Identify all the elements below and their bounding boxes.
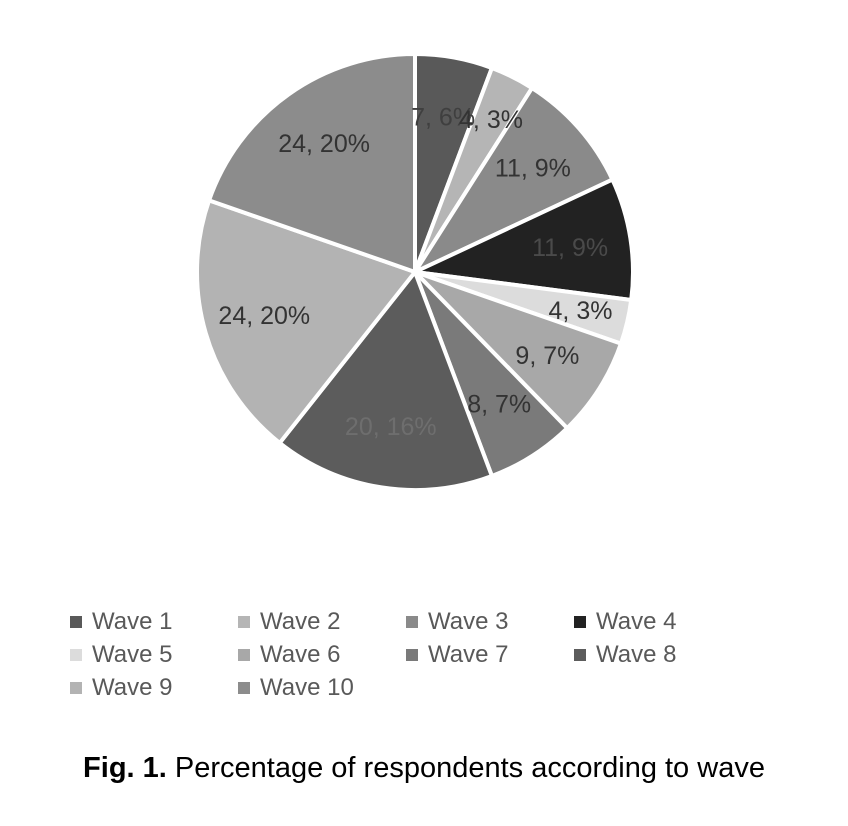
- data-label-wave-1: 7, 6%: [411, 104, 475, 132]
- pie-slice-wave-3: [413, 86, 615, 274]
- legend-label: Wave 8: [596, 640, 677, 668]
- data-label-wave-8: 20, 16%: [345, 413, 437, 441]
- legend-item-wave-7: Wave 7: [406, 639, 574, 670]
- legend-label: Wave 6: [260, 640, 341, 668]
- legend-swatch: [406, 615, 418, 628]
- legend-item-wave-5: Wave 5: [70, 639, 238, 670]
- legend-swatch: [238, 615, 250, 628]
- data-label-wave-6: 9, 7%: [515, 342, 579, 370]
- legend-item-wave-10: Wave 10: [238, 672, 406, 703]
- legend-label: Wave 10: [260, 673, 354, 701]
- legend-swatch: [238, 681, 250, 694]
- data-label-wave-5: 4, 3%: [549, 297, 613, 325]
- legend-swatch: [238, 648, 250, 661]
- legend-swatch: [574, 615, 586, 628]
- legend-label: Wave 4: [596, 607, 677, 635]
- legend: Wave 1 Wave 2 Wave 3 Wave 4 Wave 5 Wave 6 Wave…: [70, 606, 790, 703]
- legend-swatch: [70, 681, 82, 694]
- legend-label: Wave 9: [92, 673, 173, 701]
- legend-swatch: [574, 648, 586, 661]
- legend-swatch: [406, 648, 418, 661]
- caption-text: Percentage of respondents according to w…: [174, 752, 765, 784]
- legend-item-wave-8: Wave 8: [574, 639, 742, 670]
- legend-item-wave-2: Wave 2: [238, 606, 406, 637]
- legend-item-wave-9: Wave 9: [70, 672, 238, 703]
- data-label-wave-9: 24, 20%: [218, 302, 310, 330]
- legend-item-wave-3: Wave 3: [406, 606, 574, 637]
- data-label-wave-2: 4, 3%: [459, 106, 523, 134]
- pie-slice-wave-4: [413, 177, 635, 302]
- pie-slice-wave-10: [207, 52, 417, 274]
- data-label-wave-4: 11, 9%: [532, 234, 608, 262]
- data-label-wave-10: 24, 20%: [278, 130, 370, 158]
- data-label-wave-3: 11, 9%: [495, 154, 571, 182]
- legend-swatch: [70, 648, 82, 661]
- pie-chart: 7, 6%4, 3%11, 9%11, 9%4, 3%9, 7%8, 7%20,…: [195, 52, 635, 492]
- pie-slice-wave-9: [195, 198, 417, 445]
- legend-label: Wave 3: [428, 607, 509, 635]
- legend-label: Wave 1: [92, 607, 173, 635]
- figure-caption: Fig. 1. Percentage of respondents accord…: [0, 752, 848, 785]
- legend-label: Wave 5: [92, 640, 173, 668]
- legend-item-wave-6: Wave 6: [238, 639, 406, 670]
- legend-swatch: [70, 615, 82, 628]
- legend-label: Wave 7: [428, 640, 509, 668]
- caption-label: Fig. 1.: [83, 752, 167, 784]
- pie-slice-wave-8: [277, 270, 494, 492]
- legend-label: Wave 2: [260, 607, 341, 635]
- legend-item-wave-4: Wave 4: [574, 606, 742, 637]
- data-label-wave-7: 8, 7%: [467, 390, 531, 418]
- legend-item-wave-1: Wave 1: [70, 606, 238, 637]
